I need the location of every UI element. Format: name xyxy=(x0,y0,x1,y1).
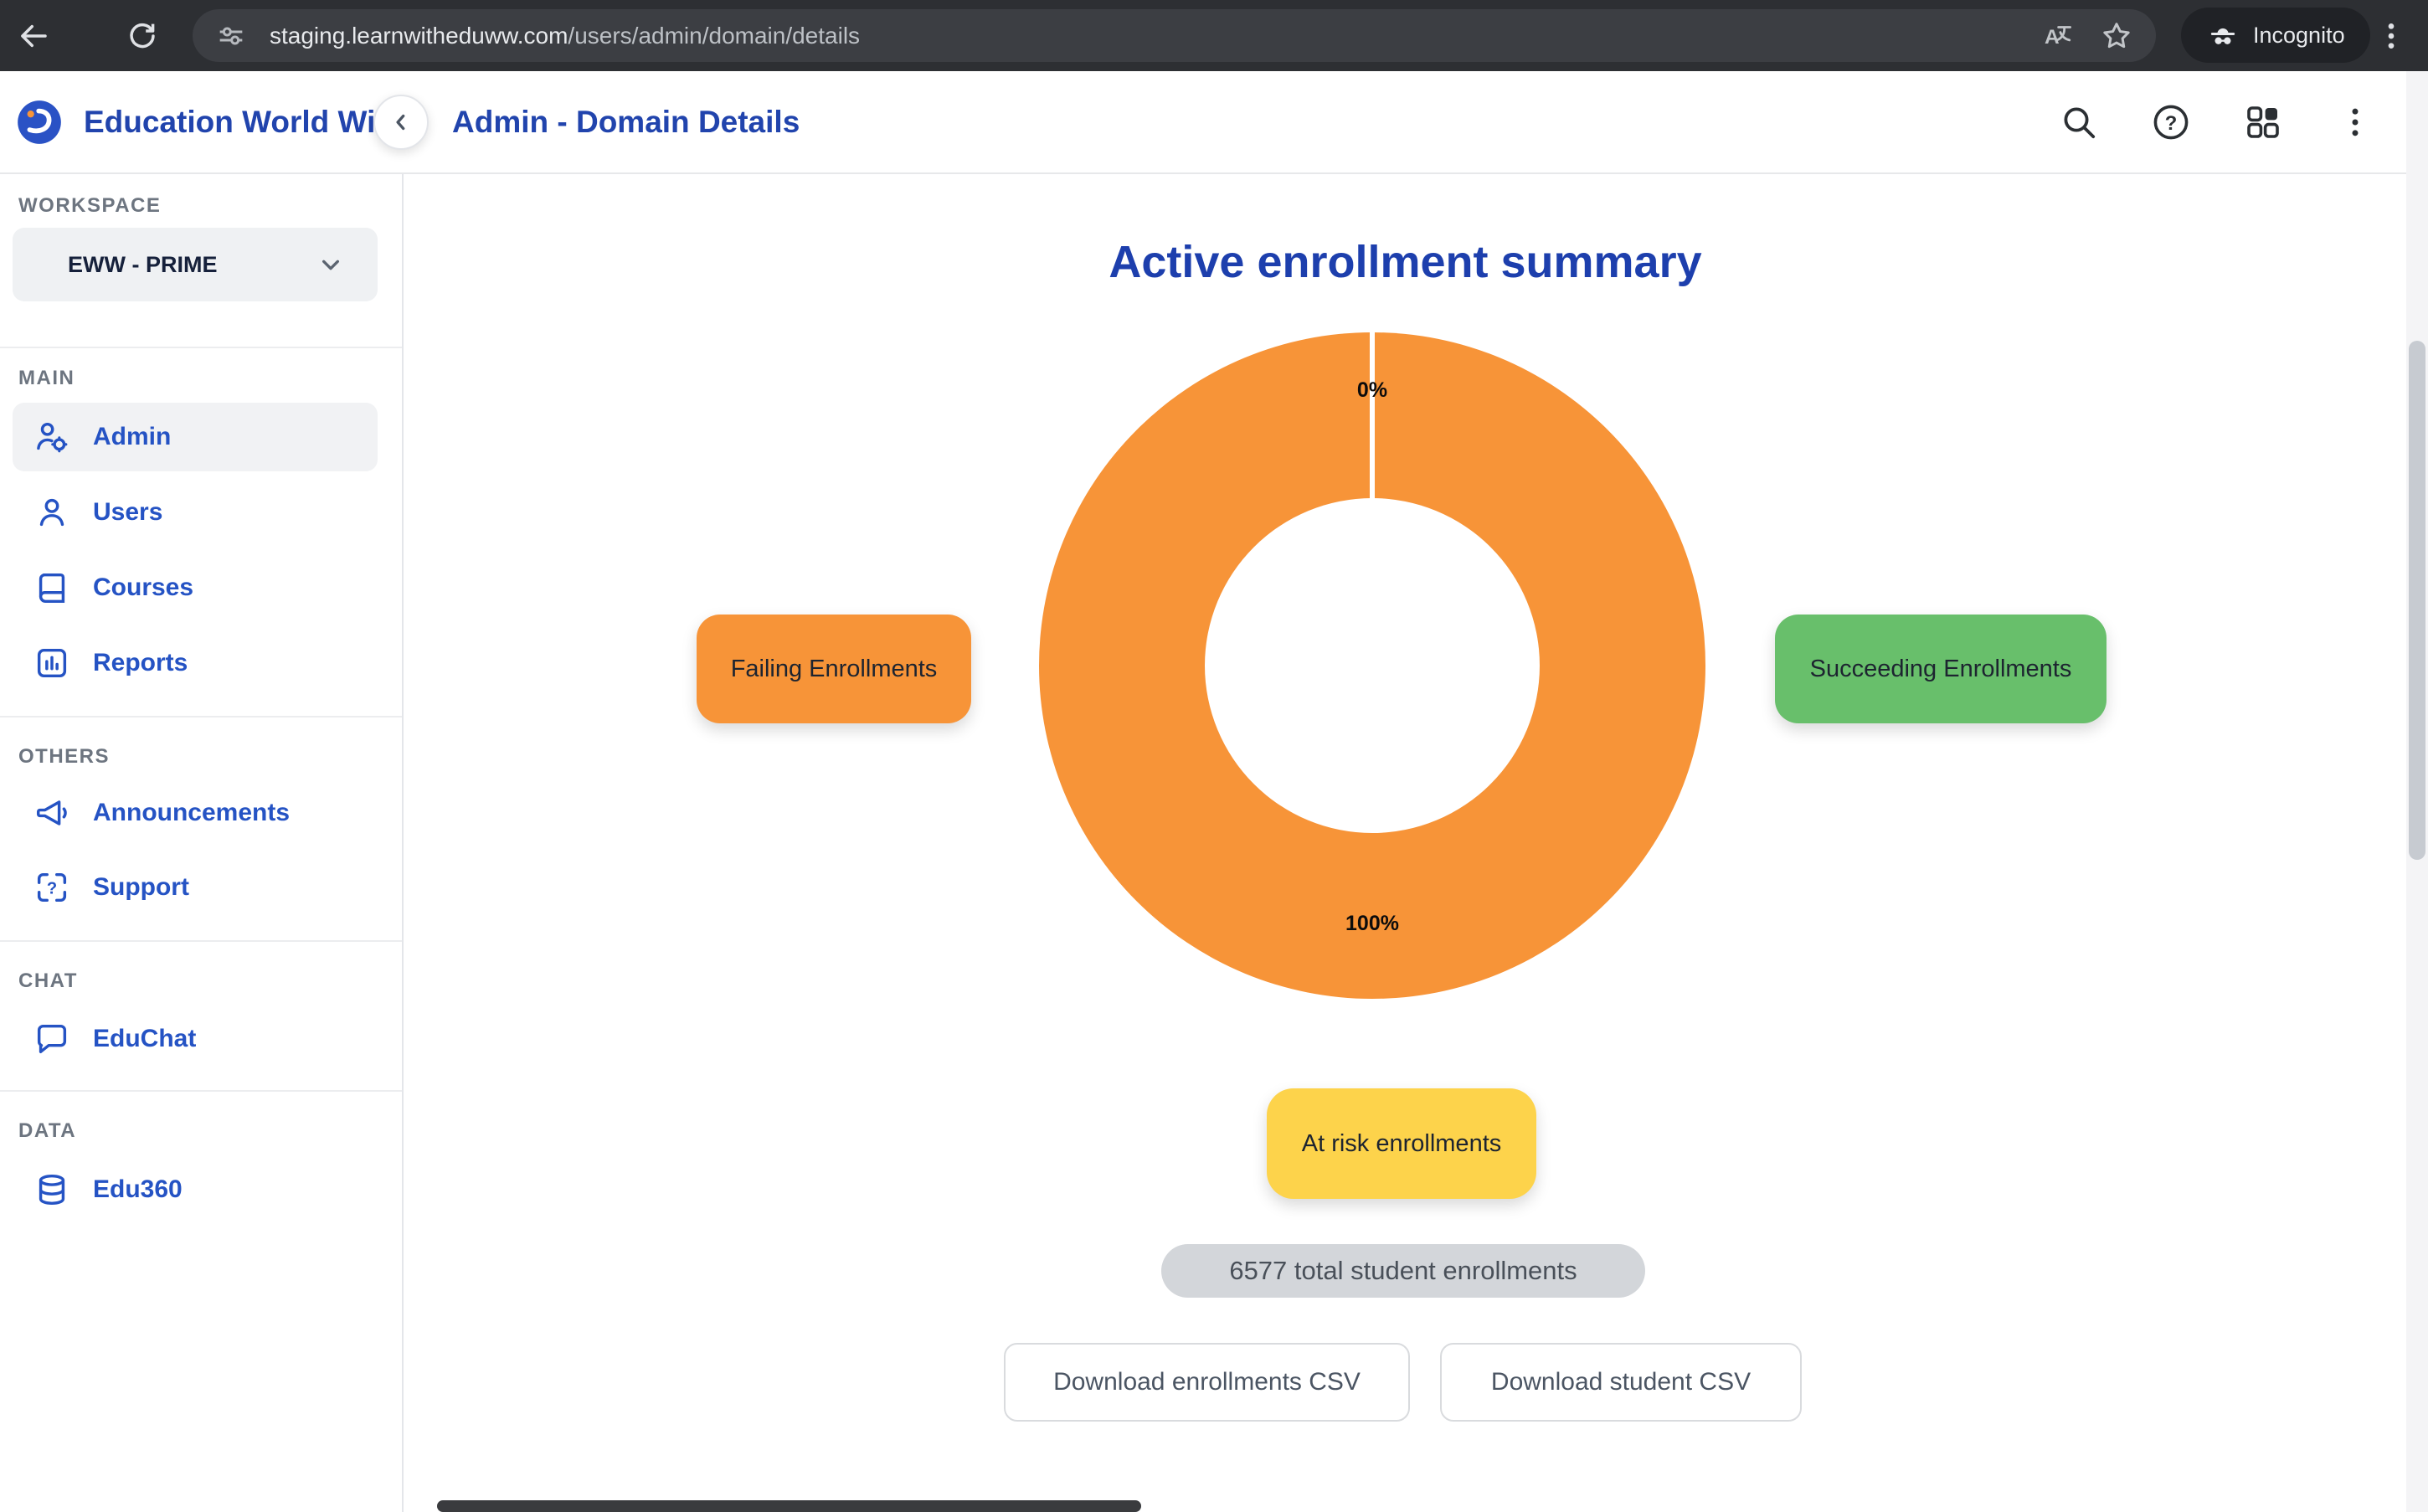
sidebar-item-courses[interactable]: Courses xyxy=(13,553,378,622)
svg-text:A: A xyxy=(2045,25,2060,48)
url-host: staging.learnwitheduww.com xyxy=(270,22,568,49)
sidebar-item-label: Edu360 xyxy=(93,1175,183,1203)
sidebar: WORKSPACE EWW - PRIME MAIN Admin xyxy=(0,174,404,1512)
user-icon xyxy=(33,493,71,532)
back-button[interactable] xyxy=(7,9,60,63)
search-icon xyxy=(2064,106,2096,138)
incognito-label: Incognito xyxy=(2253,22,2345,48)
url-path: /users/admin/domain/details xyxy=(568,22,861,49)
sidebar-item-announcements[interactable]: Announcements xyxy=(13,779,378,847)
download-student-csv-label: Download student CSV xyxy=(1490,1368,1752,1396)
succeeding-enrollments-label: Succeeding Enrollments xyxy=(1809,655,2072,682)
svg-text:?: ? xyxy=(2165,111,2178,134)
browser-menu-button[interactable] xyxy=(2364,9,2418,63)
at-risk-enrollments-label: At risk enrollments xyxy=(1301,1129,1502,1157)
total-enrollments-pill: 6577 total student enrollments xyxy=(1161,1244,1645,1298)
sidebar-item-support[interactable]: ? Support xyxy=(13,853,378,922)
incognito-icon xyxy=(2210,28,2235,44)
sidebar-item-label: Announcements xyxy=(93,799,291,826)
brand-name: Education World Wide xyxy=(84,104,412,139)
download-enrollments-csv-button[interactable]: Download enrollments CSV xyxy=(1004,1343,1410,1422)
donut-hole xyxy=(1205,498,1540,833)
kebab-menu-icon xyxy=(2352,108,2359,136)
sidebar-collapse-button[interactable] xyxy=(373,95,429,150)
workspace-value: EWW - PRIME xyxy=(68,251,218,277)
search-button[interactable] xyxy=(2051,95,2106,150)
section-label-chat: CHAT xyxy=(18,969,78,992)
donut-segment-divider xyxy=(1370,332,1375,499)
divider xyxy=(0,940,402,942)
donut-label-zero: 0% xyxy=(1356,378,1388,402)
translate-icon[interactable]: A xyxy=(2039,18,2074,54)
brand: Education World Wide xyxy=(13,71,412,172)
help-icon: ? xyxy=(2153,105,2189,139)
section-label-others: OTHERS xyxy=(18,745,111,768)
bar-chart-icon xyxy=(33,644,71,682)
book-icon xyxy=(33,568,71,607)
page-title: Admin - Domain Details xyxy=(452,104,800,139)
download-enrollments-csv-label: Download enrollments CSV xyxy=(1053,1368,1361,1396)
section-label-data: DATA xyxy=(18,1119,77,1142)
chevron-left-icon xyxy=(396,114,405,131)
support-icon: ? xyxy=(33,868,71,907)
chart-title: Active enrollment summary xyxy=(1109,237,1702,287)
sidebar-item-label: Support xyxy=(93,873,189,901)
divider xyxy=(0,347,402,348)
horizontal-scrollbar-thumb[interactable] xyxy=(437,1500,1141,1512)
sidebar-item-label: Reports xyxy=(93,649,188,676)
sidebar-item-edu360[interactable]: Edu360 xyxy=(13,1155,378,1224)
section-label-main: MAIN xyxy=(18,367,75,389)
apps-grid-icon xyxy=(2247,105,2279,138)
divider xyxy=(0,1090,402,1092)
svg-text:?: ? xyxy=(47,880,57,898)
succeeding-enrollments-callout[interactable]: Succeeding Enrollments xyxy=(1775,615,2106,723)
total-enrollments-text: 6577 total student enrollments xyxy=(1229,1256,1577,1285)
url-bar[interactable]: staging.learnwitheduww.com/users/admin/d… xyxy=(193,9,2156,62)
reload-button[interactable] xyxy=(116,9,169,63)
browser-toolbar: staging.learnwitheduww.com/users/admin/d… xyxy=(0,0,2428,71)
chat-icon xyxy=(33,1020,71,1058)
section-label-workspace: WORKSPACE xyxy=(18,194,162,217)
enrollment-donut-chart[interactable]: 0% 100% xyxy=(1039,332,1705,999)
megaphone-icon xyxy=(33,794,71,832)
sidebar-item-admin[interactable]: Admin xyxy=(13,403,378,471)
incognito-badge: Incognito xyxy=(2181,8,2370,63)
vertical-scrollbar-track xyxy=(2406,71,2428,1512)
divider xyxy=(0,716,402,717)
sidebar-item-users[interactable]: Users xyxy=(13,478,378,547)
database-icon xyxy=(33,1170,71,1209)
reload-icon xyxy=(130,23,155,48)
chevron-down-icon xyxy=(322,260,339,270)
more-options-button[interactable] xyxy=(2328,95,2383,150)
donut-label-hundred: 100% xyxy=(1345,912,1399,935)
sidebar-item-label: Admin xyxy=(93,423,172,450)
url-text: staging.learnwitheduww.com/users/admin/d… xyxy=(270,23,860,49)
sidebar-item-educhat[interactable]: EduChat xyxy=(13,1005,378,1073)
brand-logo-icon xyxy=(18,100,61,144)
main-content: Active enrollment summary 0% 100% Failin… xyxy=(404,174,2406,1512)
failing-enrollments-callout[interactable]: Failing Enrollments xyxy=(697,615,971,723)
failing-enrollments-label: Failing Enrollments xyxy=(730,655,938,682)
bookmark-star-icon[interactable] xyxy=(2099,18,2134,54)
sidebar-item-label: Users xyxy=(93,498,163,526)
app-header: Education World Wide Admin - Domain Deta… xyxy=(0,71,2428,174)
sidebar-item-reports[interactable]: Reports xyxy=(13,629,378,697)
arrow-left-icon xyxy=(21,24,47,47)
admin-icon xyxy=(33,418,71,456)
vertical-scrollbar-thumb[interactable] xyxy=(2409,341,2425,860)
help-button[interactable]: ? xyxy=(2143,95,2199,150)
sidebar-item-label: EduChat xyxy=(93,1025,197,1052)
site-info-icon[interactable] xyxy=(214,19,248,53)
kebab-menu-icon xyxy=(2388,23,2395,49)
download-student-csv-button[interactable]: Download student CSV xyxy=(1440,1343,1802,1422)
apps-grid-button[interactable] xyxy=(2235,95,2291,150)
workspace-selector[interactable]: EWW - PRIME xyxy=(13,228,378,301)
at-risk-enrollments-callout[interactable]: At risk enrollments xyxy=(1267,1088,1536,1199)
sidebar-item-label: Courses xyxy=(93,573,194,601)
